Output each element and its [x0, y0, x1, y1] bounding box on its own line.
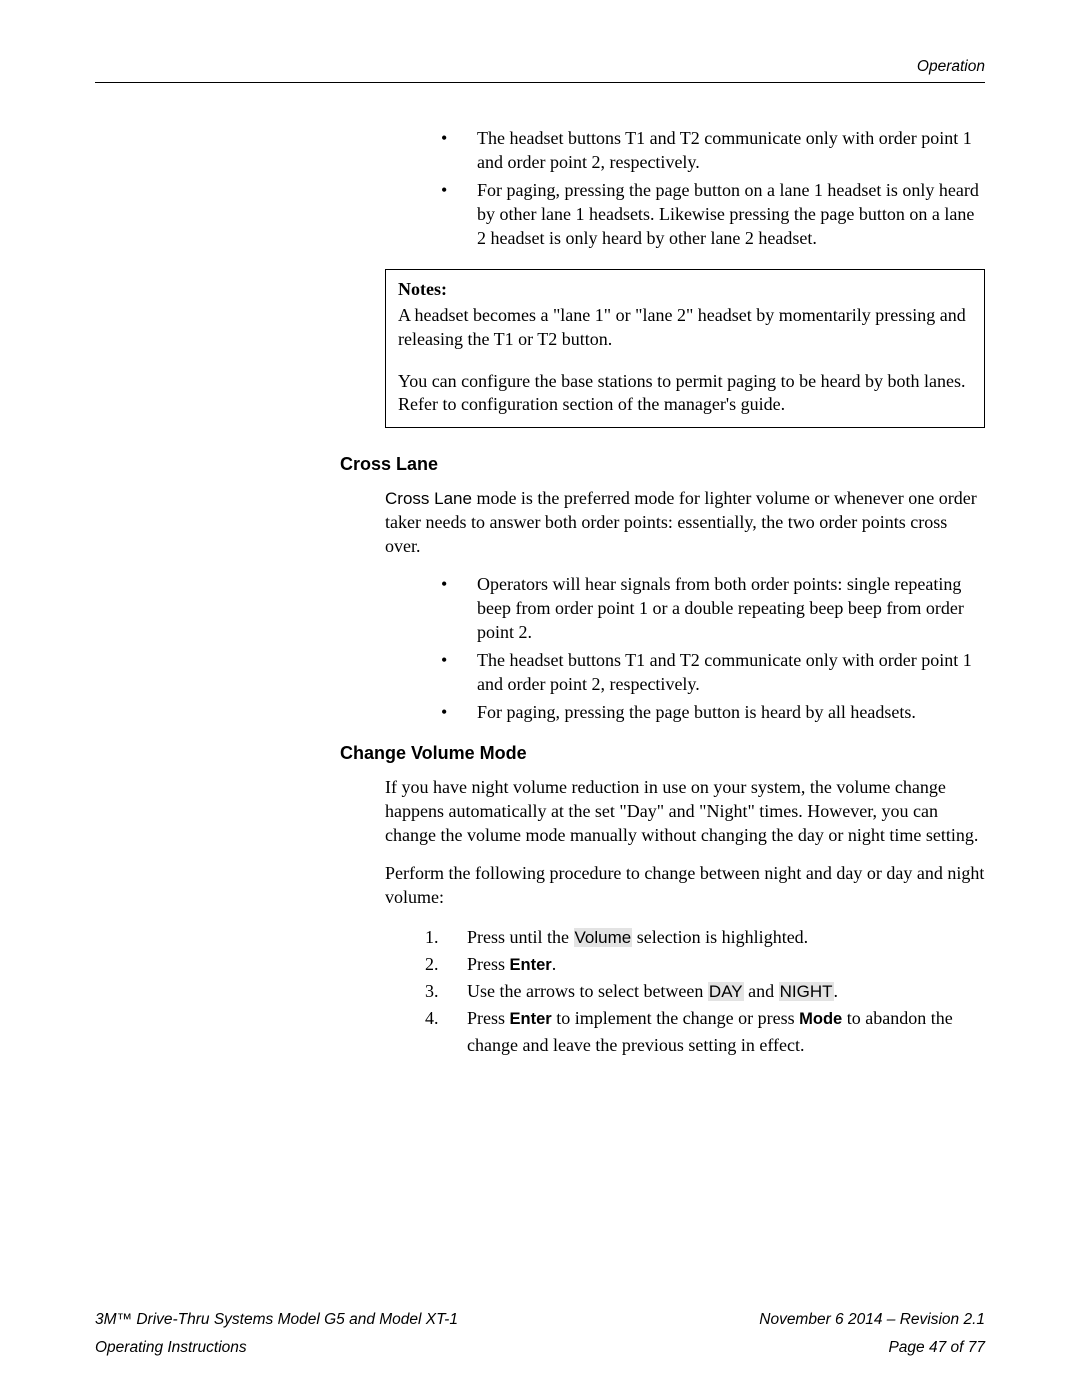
highlight-night: NIGHT [779, 982, 834, 1001]
footer-doc-title: 3M™ Drive-Thru Systems Model G5 and Mode… [95, 1311, 458, 1329]
header-section-label: Operation [95, 58, 985, 76]
top-block: The headset buttons T1 and T2 communicat… [385, 127, 985, 428]
step-4: Press Enter to implement the change or p… [425, 1005, 985, 1059]
notes-label: Notes: [398, 279, 447, 299]
volume-para-1: If you have night volume reduction in us… [385, 776, 985, 848]
highlight-volume: Volume [574, 928, 633, 947]
step-text: and [744, 981, 779, 1001]
step-text: . [552, 954, 557, 974]
heading-volume-mode: Change Volume Mode [340, 743, 985, 764]
step-text: Press until the [467, 927, 574, 947]
step-3: Use the arrows to select between DAY and… [425, 978, 985, 1005]
header-rule [95, 82, 985, 83]
cross-lane-block: Operators will hear signals from both or… [385, 573, 985, 725]
footer: 3M™ Drive-Thru Systems Model G5 and Mode… [95, 1301, 985, 1357]
page: Operation The headset buttons T1 and T2 … [0, 0, 1080, 1059]
bold-enter: Enter [510, 1010, 552, 1028]
heading-cross-lane: Cross Lane [340, 454, 985, 475]
list-item: Operators will hear signals from both or… [441, 573, 985, 645]
step-text: Use the arrows to select between [467, 981, 708, 1001]
footer-row-2: Operating Instructions Page 47 of 77 [95, 1339, 985, 1357]
cross-lane-lead: Cross Lane mode is the preferred mode fo… [385, 487, 985, 559]
footer-subtitle: Operating Instructions [95, 1339, 247, 1357]
highlight-day: DAY [708, 982, 744, 1001]
notes-box: Notes: A headset becomes a "lane 1" or "… [385, 269, 985, 429]
volume-para-2: Perform the following procedure to chang… [385, 862, 985, 910]
volume-steps: Press until the Volume selection is high… [425, 924, 985, 1059]
step-text: Press [467, 1008, 510, 1028]
list-item: The headset buttons T1 and T2 communicat… [441, 127, 985, 175]
bold-mode: Mode [799, 1010, 842, 1028]
cross-lane-bullets: Operators will hear signals from both or… [385, 573, 985, 725]
step-text: Press [467, 954, 510, 974]
footer-row-1: 3M™ Drive-Thru Systems Model G5 and Mode… [95, 1311, 985, 1329]
step-text: to implement the change or press [552, 1008, 799, 1028]
list-item: For paging, pressing the page button is … [441, 701, 985, 725]
list-item: The headset buttons T1 and T2 communicat… [441, 649, 985, 697]
step-text: . [834, 981, 839, 1001]
list-item: For paging, pressing the page button on … [441, 179, 985, 251]
step-1: Press until the Volume selection is high… [425, 924, 985, 951]
step-2: Press Enter. [425, 951, 985, 978]
lead-term: Cross Lane [385, 489, 472, 508]
footer-page-number: Page 47 of 77 [888, 1339, 985, 1357]
bold-enter: Enter [510, 956, 552, 974]
top-bullet-list: The headset buttons T1 and T2 communicat… [385, 127, 985, 251]
notes-paragraph: A headset becomes a "lane 1" or "lane 2"… [398, 304, 972, 352]
notes-paragraph: You can configure the base stations to p… [398, 370, 972, 418]
step-text: selection is highlighted. [632, 927, 808, 947]
footer-revision: November 6 2014 – Revision 2.1 [759, 1311, 985, 1329]
lead-rest: mode is the preferred mode for lighter v… [385, 488, 977, 556]
